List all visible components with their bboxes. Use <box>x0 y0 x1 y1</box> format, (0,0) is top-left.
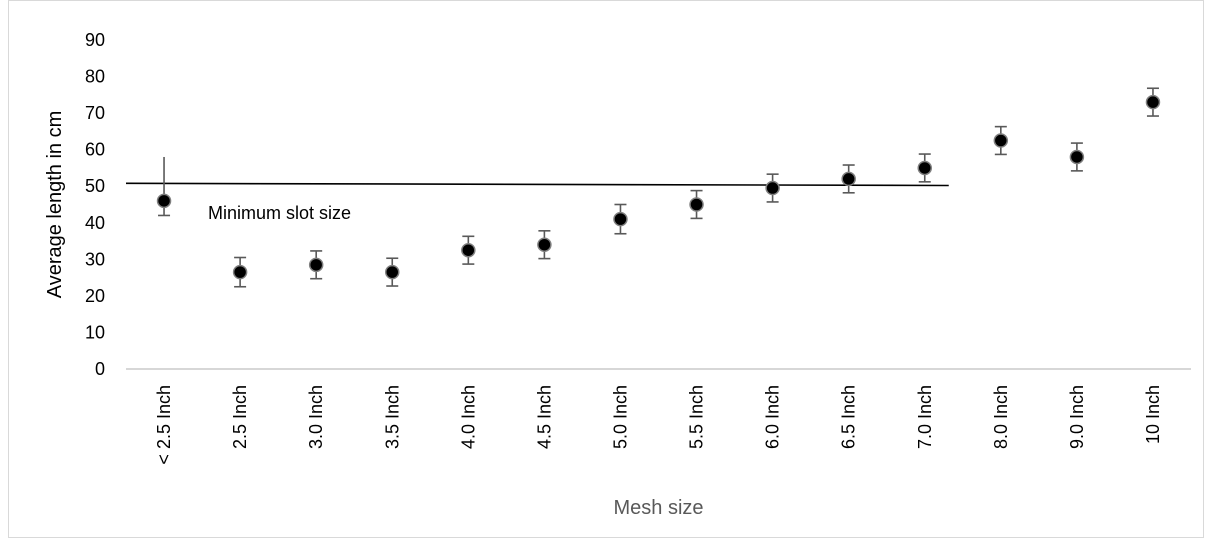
x-axis-title: Mesh size <box>613 497 703 519</box>
y-tick-label: 50 <box>85 176 105 196</box>
data-point <box>308 257 324 273</box>
y-tick-label: 40 <box>85 213 105 233</box>
y-tick-label: 30 <box>85 249 105 269</box>
x-tick-label: 4.0 Inch <box>458 385 478 449</box>
data-point <box>385 264 400 280</box>
y-axis-title: Average length in cm <box>44 111 66 299</box>
scatter-chart: 0 10 20 30 40 50 60 70 80 90 Minimum slot size < … <box>44 30 1191 519</box>
data-point <box>993 133 1009 148</box>
y-tick-label: 10 <box>85 322 105 342</box>
x-tick-label: 8.0 Inch <box>991 385 1011 449</box>
x-tick-label: 7.0 Inch <box>915 385 935 449</box>
error-bars <box>158 87 1159 288</box>
chart-frame: 0 10 20 30 40 50 60 70 80 90 Minimum slot size < … <box>8 0 1204 538</box>
x-tick-label: 4.5 Inch <box>534 385 554 449</box>
x-tick-label: 5.5 Inch <box>687 385 707 449</box>
x-tick-label: 2.5 Inch <box>230 385 250 449</box>
x-tick-label: 3.5 Inch <box>382 385 402 449</box>
x-tick-label: < 2.5 Inch <box>154 385 174 465</box>
data-point <box>1145 94 1161 110</box>
x-tick-label: 3.0 Inch <box>306 385 326 449</box>
data-points <box>156 94 1161 280</box>
y-tick-label: 60 <box>85 140 105 160</box>
data-point <box>841 171 856 187</box>
reference-line-group: Minimum slot size <box>125 182 949 223</box>
x-axis-ticks: < 2.5 Inch 2.5 Inch 3.0 Inch 3.5 Inch 4.0 In… <box>154 385 1163 465</box>
y-tick-label: 80 <box>85 67 105 87</box>
data-point <box>156 193 172 209</box>
y-tick-label: 90 <box>85 30 105 50</box>
x-tick-label: 9.0 Inch <box>1067 385 1087 449</box>
x-tick-label: 5.0 Inch <box>610 385 630 449</box>
data-point <box>537 237 552 252</box>
minimum-slot-size-label: Minimum slot size <box>208 203 351 223</box>
y-tick-label: 70 <box>85 103 105 123</box>
data-point <box>765 180 780 196</box>
y-tick-label: 0 <box>95 359 105 379</box>
x-tick-label: 6.5 Inch <box>839 385 859 449</box>
x-tick-label: 6.0 Inch <box>763 385 783 449</box>
data-point <box>689 197 704 212</box>
data-point <box>613 211 628 227</box>
x-tick-label: 10 Inch <box>1143 385 1163 444</box>
y-tick-label: 20 <box>85 286 105 306</box>
data-point <box>917 160 932 176</box>
minimum-slot-size-line <box>125 182 949 187</box>
data-point <box>461 242 476 258</box>
data-point <box>1069 149 1085 165</box>
y-axis-ticks: 0 10 20 30 40 50 60 70 80 90 <box>85 30 105 379</box>
data-point <box>232 264 248 280</box>
